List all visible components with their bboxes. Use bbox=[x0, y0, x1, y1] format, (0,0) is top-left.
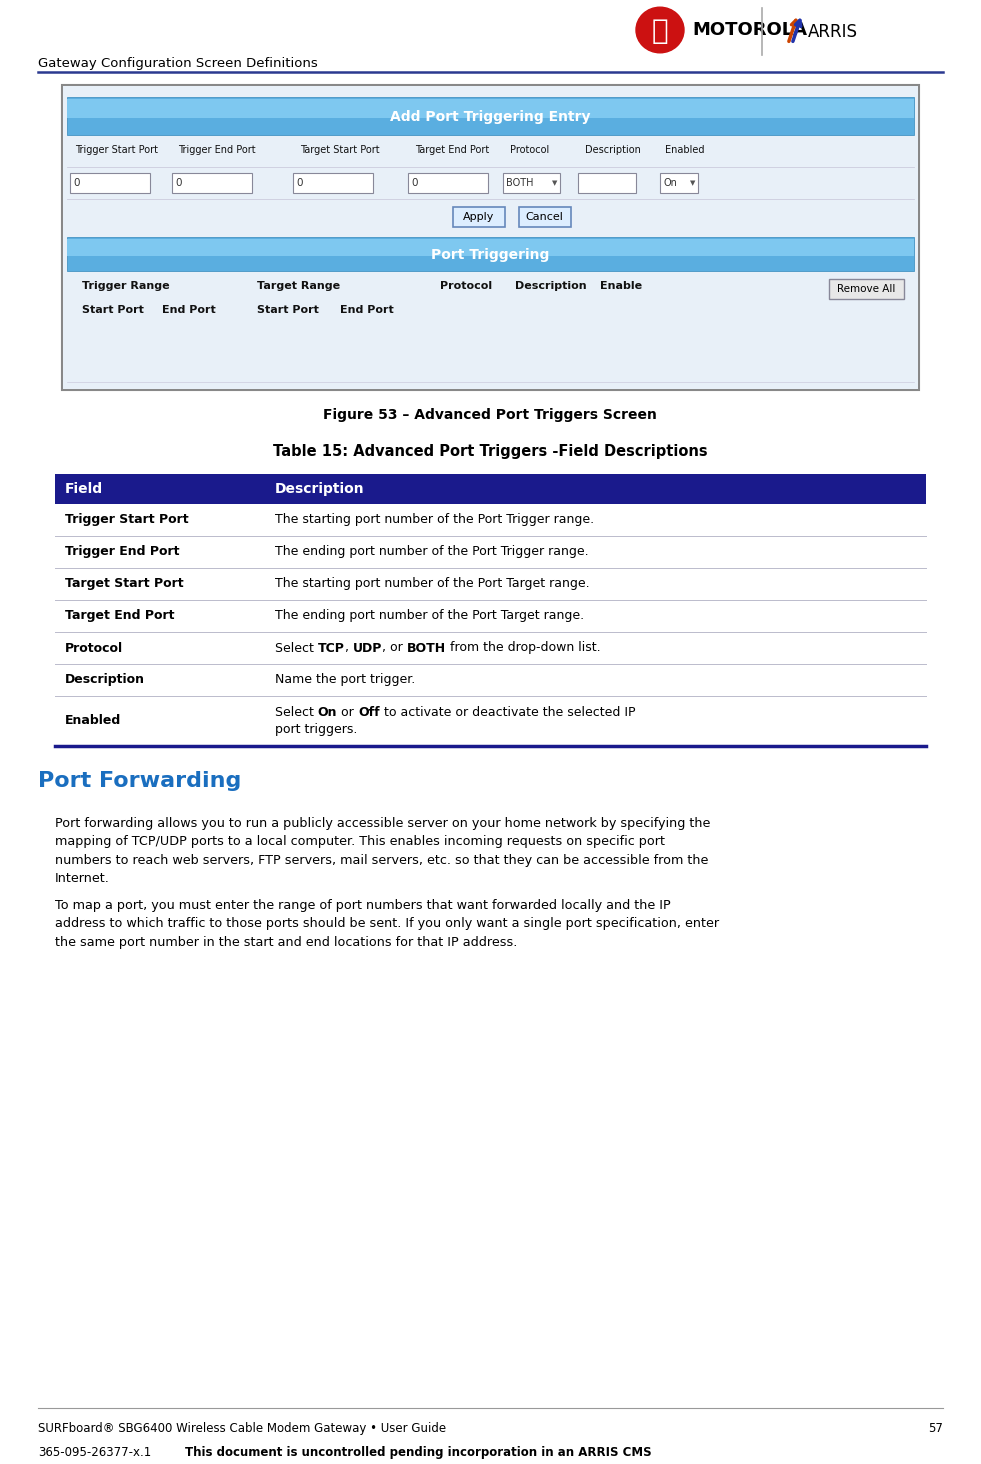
Text: , or: , or bbox=[383, 641, 407, 654]
Ellipse shape bbox=[636, 7, 684, 53]
Text: Name the port trigger.: Name the port trigger. bbox=[275, 673, 415, 687]
Bar bbox=[55, 474, 926, 504]
Text: Trigger End Port: Trigger End Port bbox=[178, 145, 256, 155]
Text: Gateway Configuration Screen Definitions: Gateway Configuration Screen Definitions bbox=[38, 57, 318, 70]
Text: Protocol: Protocol bbox=[65, 641, 124, 654]
Text: to activate or deactivate the selected IP: to activate or deactivate the selected I… bbox=[380, 706, 636, 719]
Bar bbox=[63, 86, 918, 389]
Text: ▼: ▼ bbox=[552, 180, 557, 186]
Text: ▼: ▼ bbox=[690, 180, 696, 186]
Text: Field: Field bbox=[65, 482, 103, 496]
Text: Port Forwarding: Port Forwarding bbox=[38, 772, 241, 791]
Text: MOTOROLA: MOTOROLA bbox=[692, 20, 807, 40]
Bar bbox=[55, 600, 926, 632]
Bar bbox=[55, 504, 926, 536]
Text: Enable: Enable bbox=[600, 281, 643, 291]
Bar bbox=[660, 173, 698, 193]
Bar bbox=[172, 173, 252, 193]
Text: Trigger Start Port: Trigger Start Port bbox=[75, 145, 158, 155]
Bar bbox=[62, 85, 919, 389]
Text: The ending port number of the Port Target range.: The ending port number of the Port Targe… bbox=[275, 609, 584, 622]
Bar bbox=[67, 100, 914, 119]
Bar bbox=[67, 97, 914, 135]
Text: UDP: UDP bbox=[353, 641, 383, 654]
Text: Apply: Apply bbox=[463, 212, 494, 223]
Text: The ending port number of the Port Trigger range.: The ending port number of the Port Trigg… bbox=[275, 546, 589, 558]
Text: End Port: End Port bbox=[162, 305, 216, 315]
Text: Figure 53 – Advanced Port Triggers Screen: Figure 53 – Advanced Port Triggers Scree… bbox=[323, 408, 657, 422]
Text: Target End Port: Target End Port bbox=[65, 609, 175, 622]
Text: Trigger End Port: Trigger End Port bbox=[65, 546, 180, 558]
Text: To map a port, you must enter the range of port numbers that want forwarded loca: To map a port, you must enter the range … bbox=[55, 899, 719, 949]
Text: Description: Description bbox=[65, 673, 145, 687]
Text: ,: , bbox=[344, 641, 353, 654]
Bar bbox=[55, 536, 926, 568]
Bar bbox=[55, 695, 926, 747]
Text: Enabled: Enabled bbox=[665, 145, 704, 155]
Text: End Port: End Port bbox=[340, 305, 393, 315]
Bar bbox=[503, 173, 560, 193]
Text: Target End Port: Target End Port bbox=[415, 145, 490, 155]
Text: ARRIS: ARRIS bbox=[808, 23, 858, 41]
Text: BOTH: BOTH bbox=[506, 179, 534, 187]
Bar bbox=[408, 173, 488, 193]
Text: SURFboard® SBG6400 Wireless Cable Modem Gateway • User Guide: SURFboard® SBG6400 Wireless Cable Modem … bbox=[38, 1422, 446, 1435]
Bar bbox=[55, 568, 926, 600]
Text: Remove All: Remove All bbox=[837, 284, 896, 294]
Text: or: or bbox=[337, 706, 358, 719]
Text: Ⓜ: Ⓜ bbox=[651, 18, 668, 45]
Text: Protocol: Protocol bbox=[440, 281, 492, 291]
Text: Description: Description bbox=[275, 482, 365, 496]
Bar bbox=[519, 206, 571, 227]
Text: Select: Select bbox=[275, 641, 318, 654]
Text: Port Triggering: Port Triggering bbox=[432, 247, 549, 262]
Text: Start Port: Start Port bbox=[257, 305, 319, 315]
Bar bbox=[67, 239, 914, 256]
Text: Enabled: Enabled bbox=[65, 714, 122, 728]
Text: On: On bbox=[318, 706, 337, 719]
Text: The starting port number of the Port Trigger range.: The starting port number of the Port Tri… bbox=[275, 514, 594, 527]
Text: 0: 0 bbox=[411, 179, 418, 187]
Text: Port forwarding allows you to run a publicly accessible server on your home netw: Port forwarding allows you to run a publ… bbox=[55, 817, 710, 886]
Text: Target Range: Target Range bbox=[257, 281, 340, 291]
Text: Add Port Triggering Entry: Add Port Triggering Entry bbox=[390, 110, 591, 124]
Text: The starting port number of the Port Target range.: The starting port number of the Port Tar… bbox=[275, 577, 590, 590]
Bar bbox=[67, 237, 914, 271]
Bar bbox=[55, 665, 926, 695]
Text: Description: Description bbox=[515, 281, 587, 291]
Text: Description: Description bbox=[585, 145, 641, 155]
Text: 57: 57 bbox=[928, 1422, 943, 1435]
Text: Trigger Start Port: Trigger Start Port bbox=[65, 514, 188, 527]
Text: 0: 0 bbox=[175, 179, 181, 187]
Text: Select: Select bbox=[275, 706, 318, 719]
Text: Table 15: Advanced Port Triggers -Field Descriptions: Table 15: Advanced Port Triggers -Field … bbox=[273, 444, 707, 460]
Bar bbox=[452, 206, 504, 227]
Text: from the drop-down list.: from the drop-down list. bbox=[446, 641, 600, 654]
Text: Protocol: Protocol bbox=[510, 145, 549, 155]
Text: Trigger Range: Trigger Range bbox=[82, 281, 170, 291]
Bar bbox=[293, 173, 373, 193]
Text: Off: Off bbox=[358, 706, 380, 719]
Text: Cancel: Cancel bbox=[526, 212, 563, 223]
Text: port triggers.: port triggers. bbox=[275, 723, 357, 736]
Text: Target Start Port: Target Start Port bbox=[65, 577, 183, 590]
Text: 365-095-26377-x.1: 365-095-26377-x.1 bbox=[38, 1446, 151, 1460]
Text: 0: 0 bbox=[73, 179, 79, 187]
Text: 0: 0 bbox=[296, 179, 302, 187]
Text: TCP: TCP bbox=[318, 641, 344, 654]
Bar bbox=[55, 632, 926, 665]
Bar bbox=[829, 280, 904, 299]
Text: BOTH: BOTH bbox=[407, 641, 446, 654]
Text: This document is uncontrolled pending incorporation in an ARRIS CMS: This document is uncontrolled pending in… bbox=[185, 1446, 651, 1460]
Bar bbox=[578, 173, 636, 193]
Text: Start Port: Start Port bbox=[82, 305, 144, 315]
Text: Target Start Port: Target Start Port bbox=[300, 145, 380, 155]
Text: On: On bbox=[663, 179, 677, 187]
Bar bbox=[70, 173, 150, 193]
